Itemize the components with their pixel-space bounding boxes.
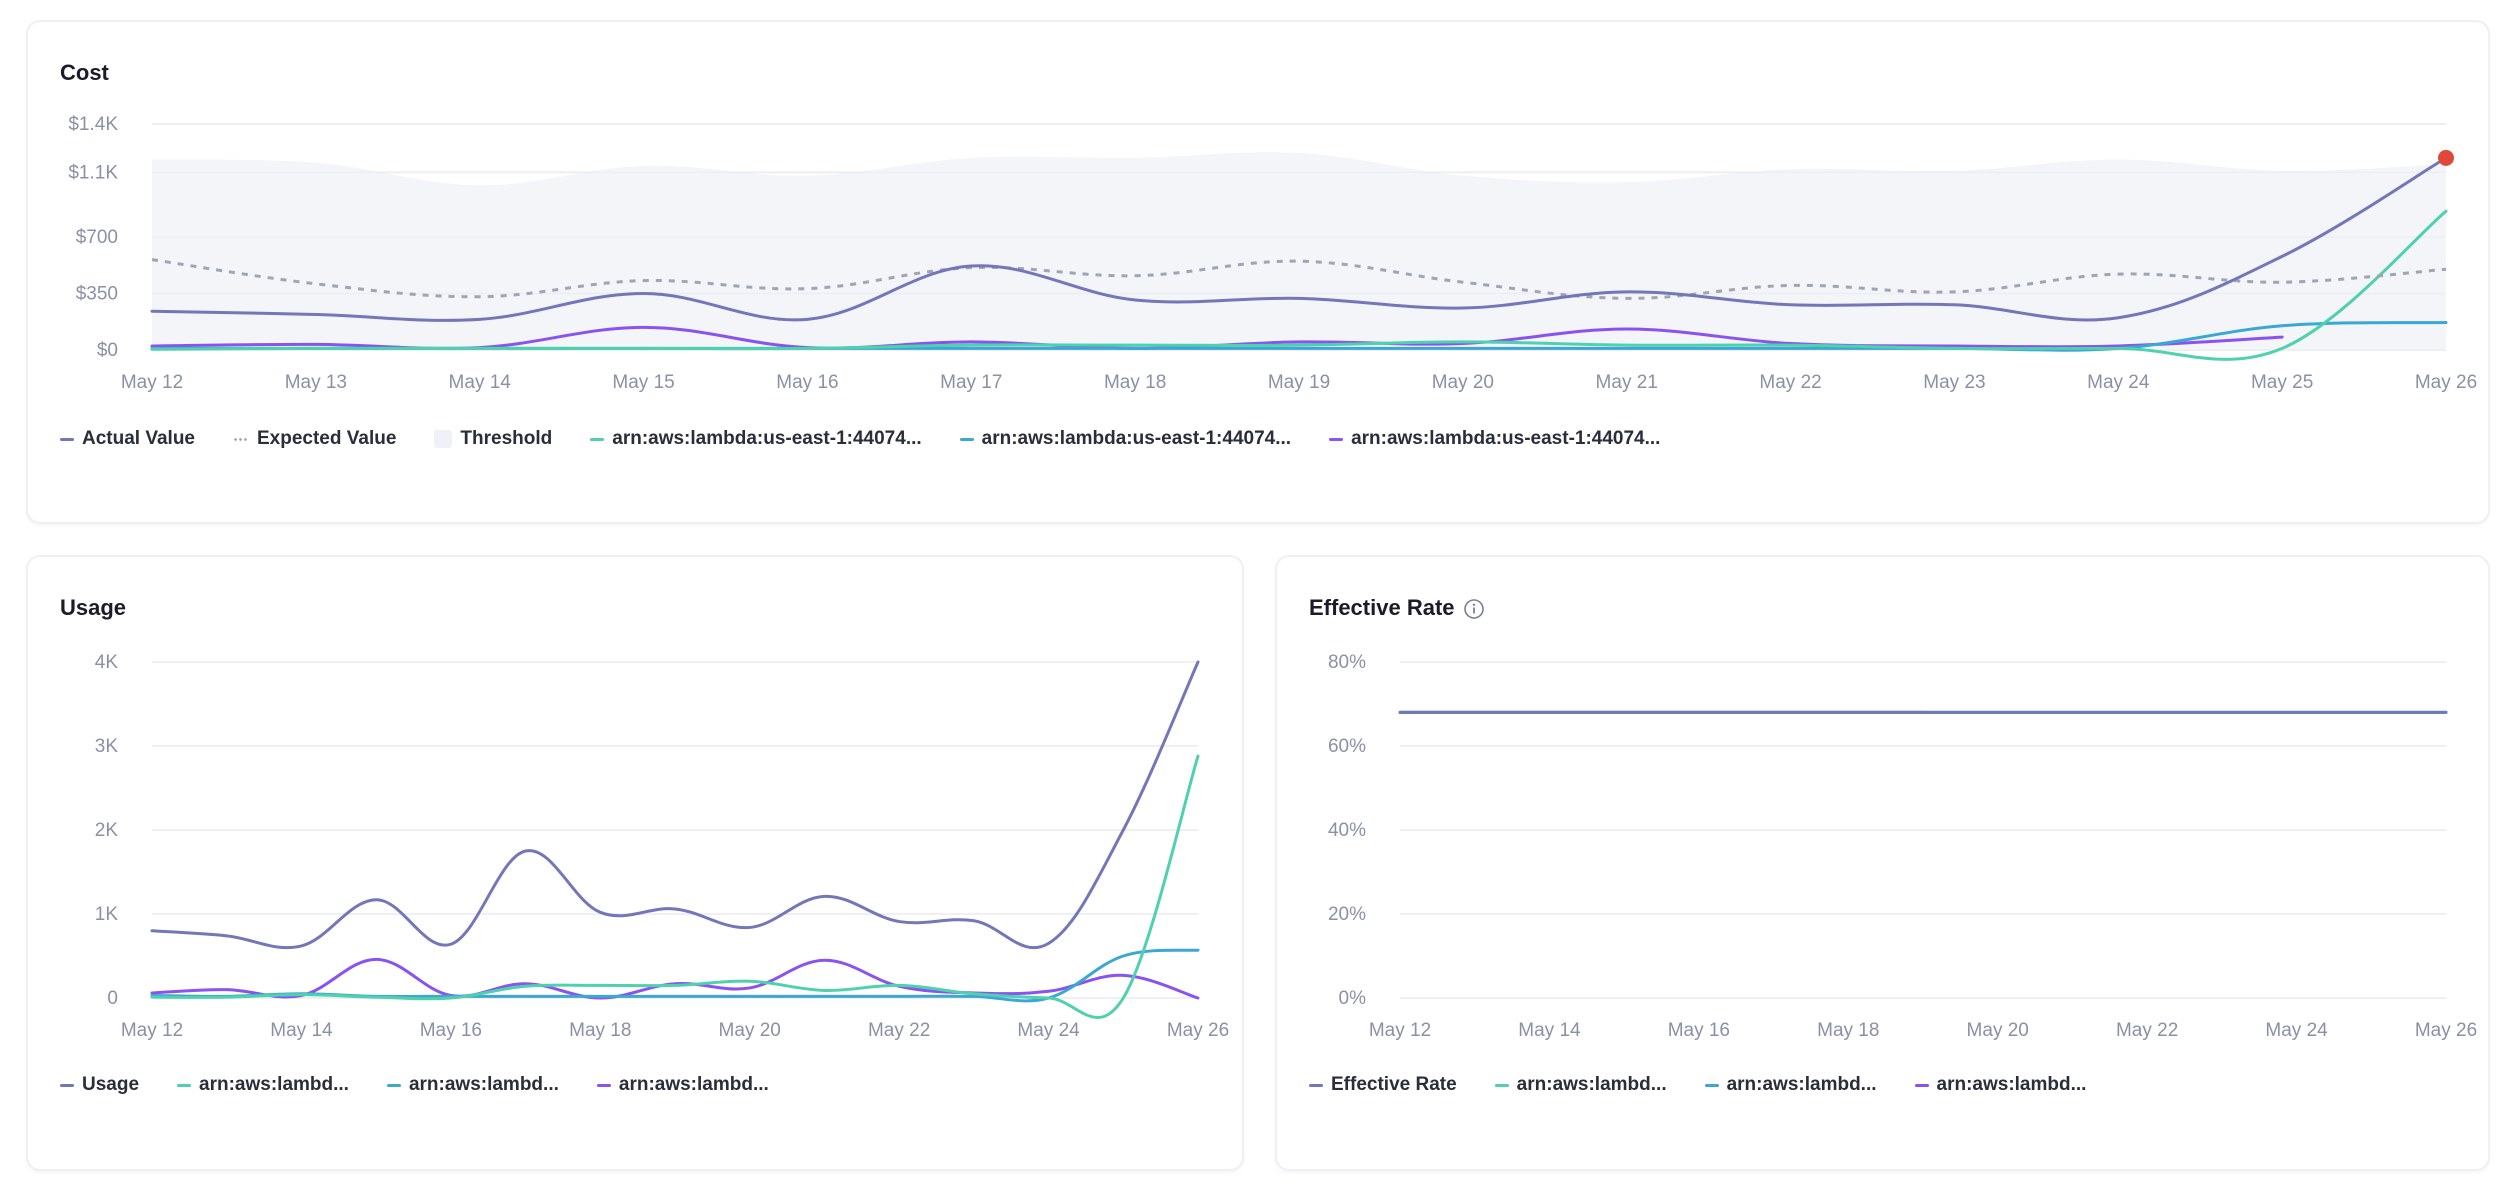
legend-item[interactable]: arn:aws:lambda:us-east-1:44074... bbox=[1329, 428, 1660, 450]
legend-swatch-icon bbox=[1329, 437, 1344, 441]
legend-item[interactable]: Usage bbox=[60, 1074, 139, 1096]
legend-label: Expected Value bbox=[257, 428, 397, 449]
legend-item[interactable]: arn:aws:lambd... bbox=[1704, 1074, 1877, 1096]
legend-item[interactable]: Actual Value bbox=[60, 428, 195, 450]
legend-item[interactable]: Expected Value bbox=[233, 428, 396, 450]
legend-swatch-icon bbox=[386, 1083, 401, 1087]
legend-label: Threshold bbox=[460, 428, 553, 449]
legend-swatch-icon bbox=[177, 1083, 192, 1087]
legend-swatch-icon bbox=[959, 437, 974, 441]
legend-item[interactable]: arn:aws:lambda:us-east-1:44074... bbox=[590, 428, 922, 450]
cost-legend: Actual Value Expected Value Threshold arn:a… bbox=[60, 428, 1660, 450]
legend-label: arn:aws:lambd... bbox=[1726, 1074, 1877, 1095]
legend-swatch-icon bbox=[233, 437, 249, 441]
legend-label: arn:aws:lambd... bbox=[199, 1074, 349, 1095]
usage-legend: Usage arn:aws:lambd... arn:aws:lambd... arn… bbox=[60, 1074, 769, 1096]
legend-swatch-icon bbox=[60, 1083, 74, 1087]
legend-swatch-icon bbox=[1914, 1083, 1929, 1087]
legend-item[interactable]: arn:aws:lambda:us-east-1:44074... bbox=[959, 428, 1292, 450]
legend-swatch-icon bbox=[590, 437, 605, 441]
legend-swatch-icon bbox=[1494, 1083, 1509, 1087]
cost-card-title: Cost bbox=[60, 60, 109, 86]
effective-rate-title-text: Effective Rate bbox=[1309, 595, 1455, 620]
legend-item[interactable]: arn:aws:lambd... bbox=[596, 1074, 769, 1096]
effective-rate-legend: Effective Rate arn:aws:lambd... arn:aws:la… bbox=[1309, 1074, 2086, 1096]
legend-item[interactable]: arn:aws:lambd... bbox=[177, 1074, 349, 1096]
legend-label: arn:aws:lambda:us-east-1:44074... bbox=[612, 428, 922, 449]
legend-item[interactable]: arn:aws:lambd... bbox=[1494, 1074, 1667, 1096]
legend-item[interactable]: Threshold bbox=[434, 428, 552, 450]
legend-label: arn:aws:lambd... bbox=[1936, 1074, 2087, 1095]
legend-label: Actual Value bbox=[82, 428, 195, 449]
legend-swatch-icon bbox=[60, 437, 74, 441]
legend-swatch-icon bbox=[596, 1083, 611, 1087]
legend-item[interactable]: Effective Rate bbox=[1309, 1074, 1457, 1096]
legend-label: arn:aws:lambd... bbox=[408, 1074, 559, 1095]
cost-title-text: Cost bbox=[60, 60, 109, 85]
legend-label: arn:aws:lambd... bbox=[1516, 1074, 1667, 1095]
effective-rate-card-title: Effective Rate bbox=[1309, 595, 1484, 621]
legend-label: Usage bbox=[82, 1074, 140, 1095]
legend-label: arn:aws:lambda:us-east-1:44074... bbox=[981, 428, 1292, 449]
legend-item[interactable]: arn:aws:lambd... bbox=[386, 1074, 559, 1096]
legend-label: arn:aws:lambd... bbox=[618, 1074, 769, 1095]
effective-rate-card: Effective Rate Effective Rate arn:aws:lam… bbox=[1275, 555, 2490, 1171]
usage-title-text: Usage bbox=[60, 595, 127, 620]
usage-card: Usage Usage arn:aws:lambd... arn:aws:lambd… bbox=[26, 555, 1244, 1171]
legend-swatch-icon bbox=[1704, 1083, 1719, 1087]
legend-swatch-icon bbox=[434, 430, 453, 448]
legend-item[interactable]: arn:aws:lambd... bbox=[1914, 1074, 2087, 1096]
legend-swatch-icon bbox=[1309, 1083, 1323, 1087]
legend-label: Effective Rate bbox=[1331, 1074, 1457, 1095]
info-icon[interactable] bbox=[1463, 598, 1484, 619]
cost-card: Cost Actual Value Expected Value Threshold… bbox=[26, 20, 2490, 524]
legend-label: arn:aws:lambda:us-east-1:44074... bbox=[1351, 428, 1661, 449]
usage-card-title: Usage bbox=[60, 595, 126, 621]
